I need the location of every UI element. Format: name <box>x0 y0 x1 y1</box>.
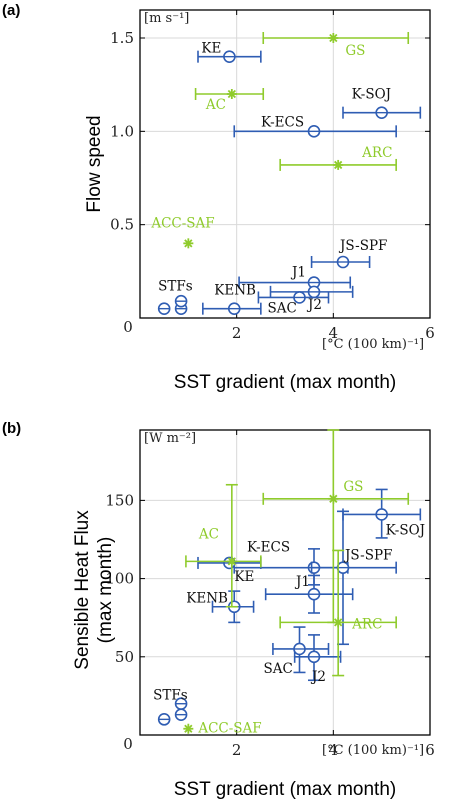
x-unit-label: [°C (100 km)⁻¹] <box>322 337 424 352</box>
point-label-k-soj: K-SOJ <box>352 87 391 103</box>
point-label-js-spf: JS-SPF <box>343 548 392 564</box>
plot-frame <box>139 9 431 319</box>
point-label-sac: SAC <box>268 300 297 316</box>
data-point-acc-saf <box>184 239 193 248</box>
y-tick-label: 50 <box>115 648 134 666</box>
point-label-k-ecs: K-ECS <box>261 114 304 130</box>
x-tick-label: 4 <box>329 741 339 759</box>
y-tick-label: 100 <box>105 570 134 588</box>
data-point-gs <box>329 33 338 43</box>
y-tick-label: 150 <box>105 491 134 509</box>
y-tick-label: 1.0 <box>110 122 134 140</box>
y-unit-label: [m s⁻¹] <box>144 11 189 26</box>
point-label-acc-saf: ACC-SAF <box>197 721 261 737</box>
x-tick-label: 4 <box>329 324 339 342</box>
x-axis-label: SST gradient (max month) <box>174 372 396 393</box>
data-point-arc <box>334 160 343 170</box>
x-tick-label: 2 <box>232 324 242 342</box>
point-label-ac: AC <box>198 526 219 542</box>
point-label-kenb: KENB <box>214 283 256 299</box>
data-point-arc <box>334 618 343 627</box>
data-point-ac <box>227 89 236 99</box>
point-label-ac: AC <box>205 97 226 113</box>
point-label-arc: ARC <box>351 616 382 632</box>
x-axis-label: SST gradient (max month) <box>174 779 396 800</box>
point-label-stfs: STFs <box>153 688 188 704</box>
y-tick-label: 1.5 <box>110 29 134 47</box>
y-axis-label: Sensible Heat Flux (max month) <box>72 510 116 670</box>
x-unit-label: [°C (100 km)⁻¹] <box>322 743 424 758</box>
point-label-acc-saf: ACC-SAF <box>150 215 214 231</box>
point-label-k-soj: K-SOJ <box>386 522 425 538</box>
point-label-ke: KE <box>234 569 254 585</box>
panel-label: (a) <box>2 2 20 19</box>
point-label-stfs: STFs <box>158 279 193 295</box>
origin-tick-label: 0 <box>123 318 133 336</box>
panel-label: (b) <box>2 420 21 437</box>
y-tick-label: 0.5 <box>110 216 134 234</box>
point-label-sac: SAC <box>264 661 293 677</box>
plot-frame <box>139 429 431 736</box>
point-label-ke: KE <box>201 41 221 57</box>
point-label-j1: J1 <box>294 574 310 590</box>
point-label-kenb: KENB <box>186 591 228 607</box>
point-label-j1: J1 <box>290 265 306 281</box>
data-point-gs <box>329 494 338 503</box>
point-label-j2: J2 <box>306 297 322 313</box>
point-label-gs: GS <box>345 43 365 59</box>
y-unit-label: [W m⁻²] <box>144 431 196 446</box>
x-tick-label: 6 <box>425 741 435 759</box>
point-label-arc: ARC <box>361 145 392 161</box>
point-label-js-spf: JS-SPF <box>338 238 387 254</box>
y-axis-label: Flow speed <box>84 115 105 212</box>
point-label-k-ecs: K-ECS <box>247 540 290 556</box>
x-tick-label: 2 <box>232 741 242 759</box>
point-label-j2: J2 <box>310 669 326 685</box>
data-point-ac <box>227 557 236 566</box>
point-label-gs: GS <box>343 479 363 495</box>
origin-tick-label: 0 <box>123 735 133 753</box>
x-tick-label: 6 <box>425 324 435 342</box>
data-point-acc-saf <box>184 724 193 733</box>
